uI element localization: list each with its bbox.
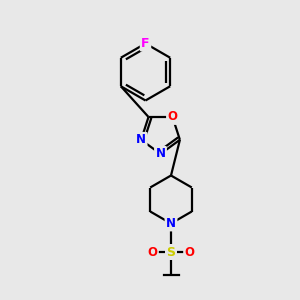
Text: F: F xyxy=(141,37,150,50)
Text: N: N xyxy=(136,133,146,146)
Text: O: O xyxy=(147,245,158,259)
Text: O: O xyxy=(184,245,195,259)
Text: N: N xyxy=(166,217,176,230)
Text: N: N xyxy=(155,147,166,161)
Text: O: O xyxy=(167,110,178,124)
Text: S: S xyxy=(167,245,176,259)
